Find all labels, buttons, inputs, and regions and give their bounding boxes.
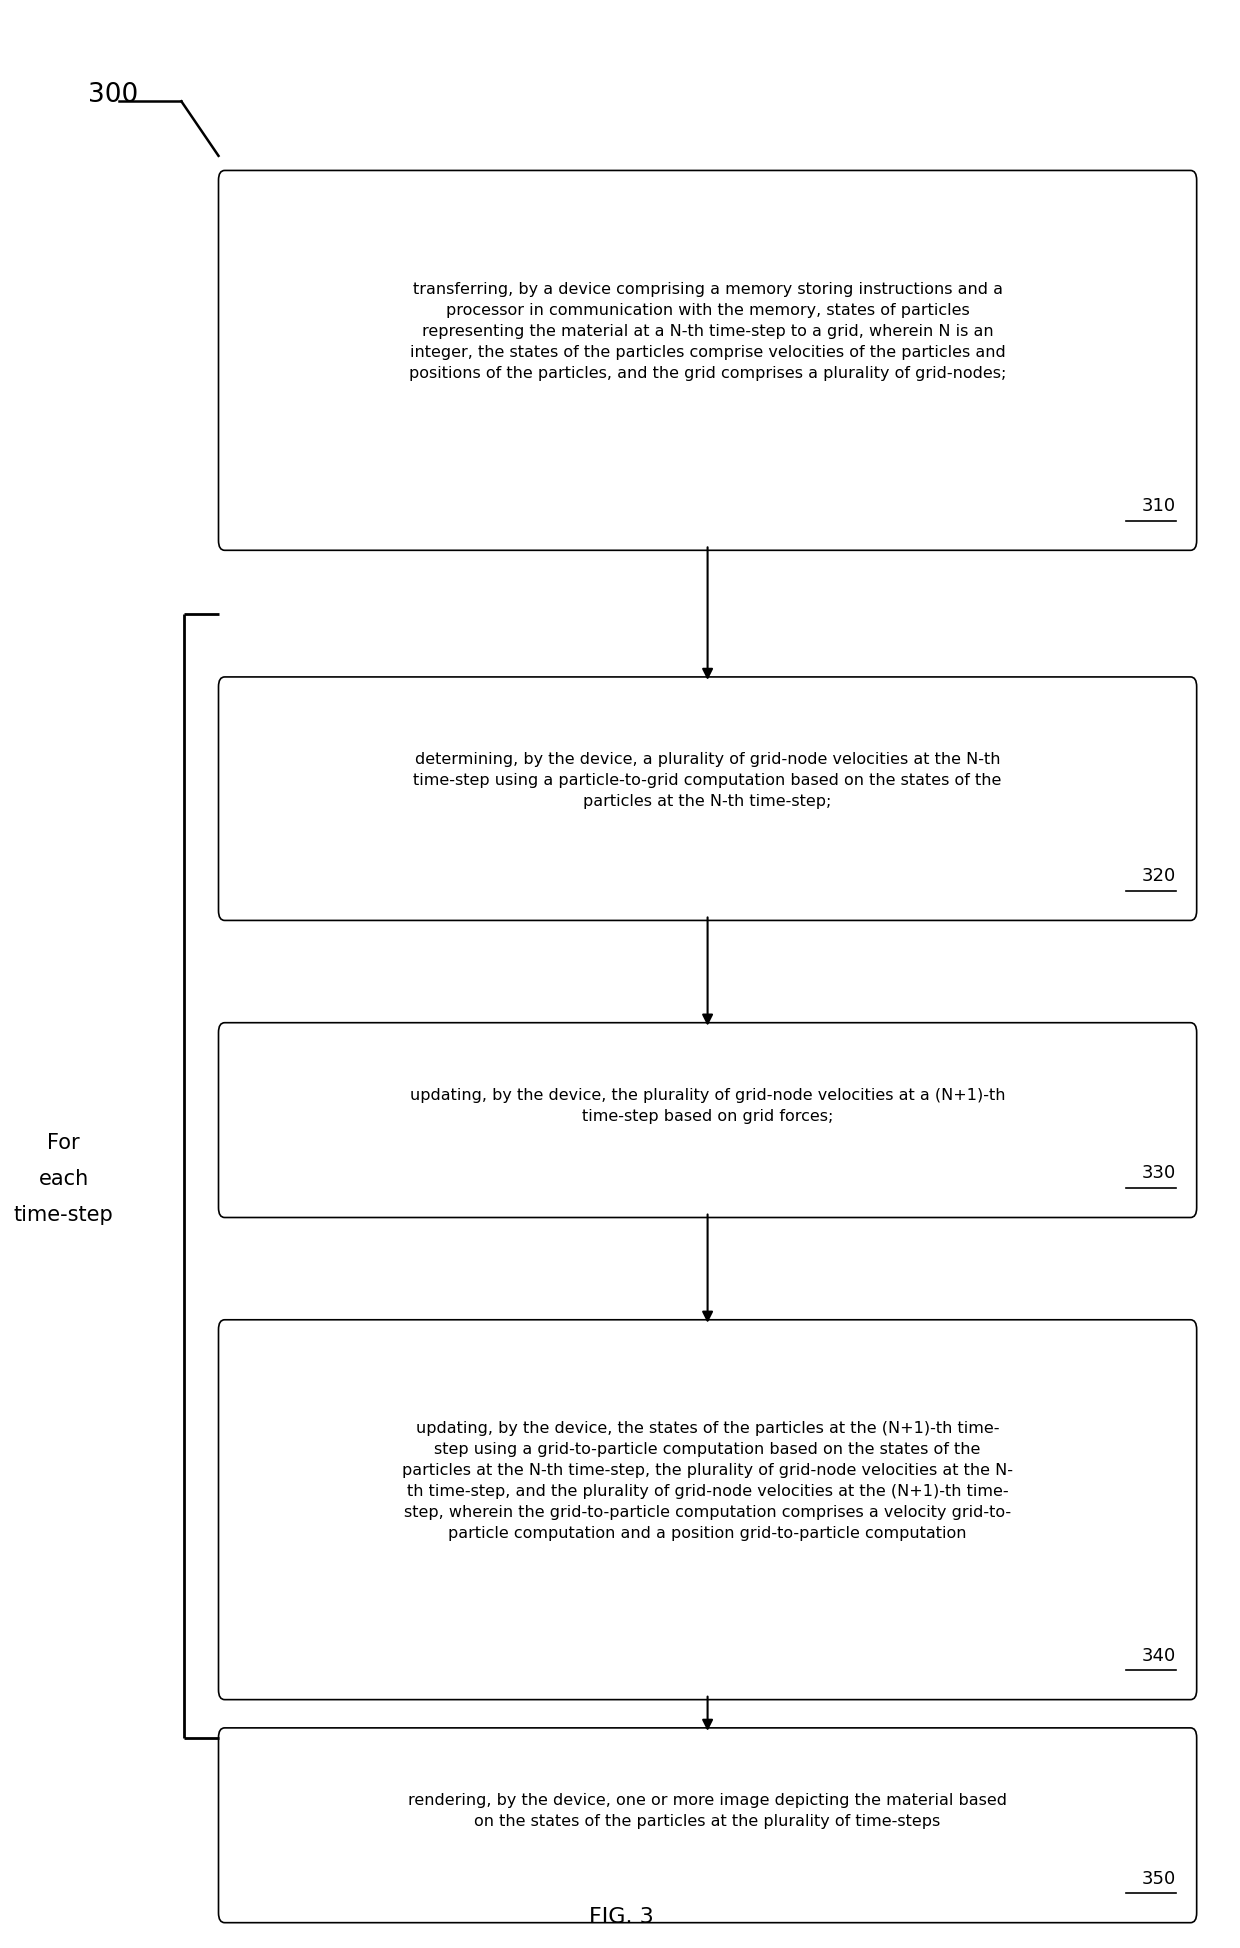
FancyBboxPatch shape (218, 678, 1197, 921)
Text: FIG. 3: FIG. 3 (589, 1907, 653, 1927)
Text: For
each
time-step: For each time-step (14, 1132, 114, 1225)
Text: updating, by the device, the plurality of grid-node velocities at a (N+1)-th
tim: updating, by the device, the plurality o… (410, 1089, 1006, 1124)
Text: 300: 300 (88, 82, 139, 107)
Text: rendering, by the device, one or more image depicting the material based
on the : rendering, by the device, one or more im… (408, 1794, 1007, 1829)
FancyBboxPatch shape (218, 171, 1197, 551)
FancyBboxPatch shape (218, 1321, 1197, 1699)
Text: 350: 350 (1141, 1870, 1176, 1888)
Text: 330: 330 (1141, 1165, 1176, 1182)
Text: determining, by the device, a plurality of grid-node velocities at the N-th
time: determining, by the device, a plurality … (413, 752, 1002, 808)
Text: updating, by the device, the states of the particles at the (N+1)-th time-
step : updating, by the device, the states of t… (402, 1420, 1013, 1541)
Text: transferring, by a device comprising a memory storing instructions and a
process: transferring, by a device comprising a m… (409, 282, 1007, 382)
FancyBboxPatch shape (218, 1023, 1197, 1218)
Text: 340: 340 (1141, 1646, 1176, 1664)
Text: 320: 320 (1141, 867, 1176, 884)
FancyBboxPatch shape (218, 1728, 1197, 1923)
Text: 310: 310 (1142, 497, 1176, 516)
